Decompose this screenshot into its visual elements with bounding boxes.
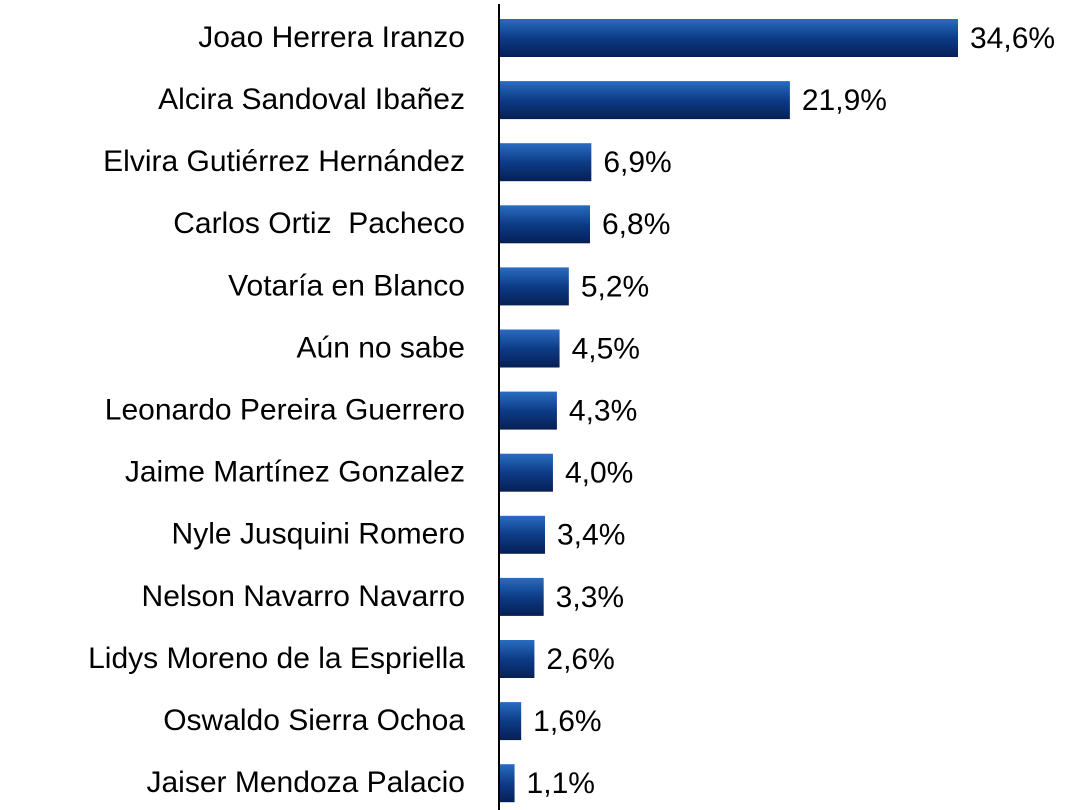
value-label: 6,8% — [602, 208, 670, 241]
bar — [500, 764, 515, 803]
value-label: 3,3% — [556, 581, 624, 614]
category-label: Elvira Gutiérrez Hernández — [103, 145, 465, 178]
value-label: 4,0% — [565, 457, 633, 490]
category-label: Carlos Ortiz Pacheco — [173, 207, 465, 240]
bar — [500, 267, 569, 306]
value-label: 3,4% — [557, 519, 625, 552]
value-label: 1,1% — [527, 767, 595, 800]
category-label: Oswaldo Sierra Ochoa — [163, 704, 465, 737]
category-label: Alcira Sandoval Ibañez — [158, 83, 465, 116]
category-label: Leonardo Pereira Guerrero — [105, 394, 465, 427]
bar — [500, 453, 553, 492]
value-label: 6,9% — [603, 146, 671, 179]
bar — [500, 81, 790, 120]
category-label: Joao Herrera Iranzo — [198, 21, 465, 54]
bar — [500, 640, 535, 678]
category-label: Jaime Martínez Gonzalez — [125, 456, 465, 489]
category-label: Nelson Navarro Navarro — [142, 580, 465, 613]
bar — [500, 143, 592, 182]
bar — [500, 702, 522, 741]
bar — [500, 577, 544, 616]
value-label: 4,3% — [569, 395, 637, 428]
category-label: Aún no sabe — [297, 331, 465, 364]
bar — [500, 329, 560, 368]
bar — [500, 391, 557, 430]
value-label: 2,6% — [546, 643, 614, 676]
category-label: Votaría en Blanco — [228, 269, 465, 302]
bar — [500, 515, 546, 554]
bar — [500, 205, 591, 244]
value-label: 4,5% — [572, 332, 640, 365]
category-label: Jaiser Mendoza Palacio — [146, 766, 465, 799]
value-label: 1,6% — [533, 705, 601, 738]
category-label: Lidys Moreno de la Espriella — [88, 642, 465, 675]
bar — [500, 19, 958, 57]
category-label: Nyle Jusquini Romero — [172, 518, 465, 551]
value-label: 5,2% — [581, 270, 649, 303]
value-label: 21,9% — [802, 84, 887, 117]
value-label: 34,6% — [970, 22, 1055, 55]
